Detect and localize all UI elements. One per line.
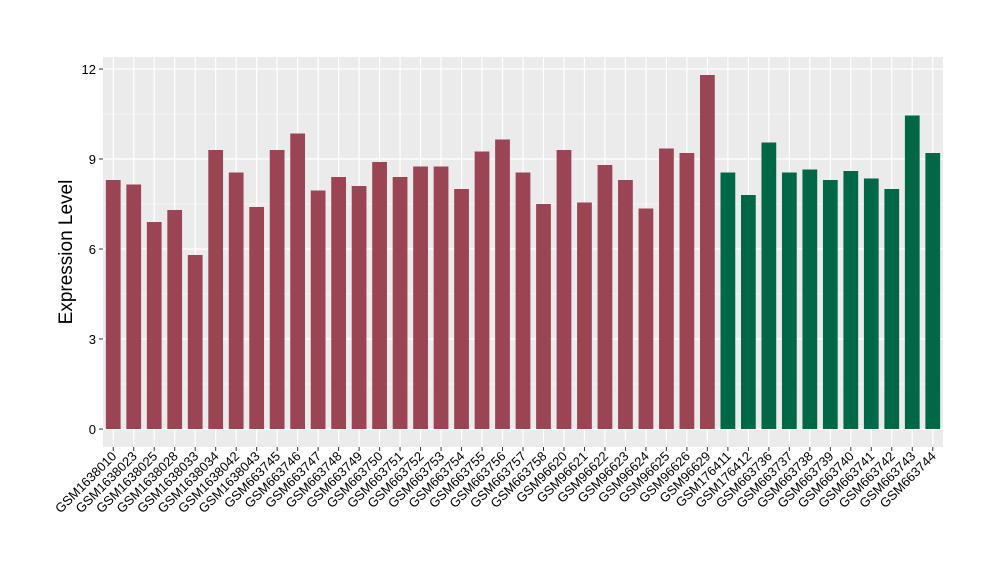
- bar-GSM663754: [454, 189, 469, 429]
- bar-GSM1638033: [187, 255, 203, 429]
- bar-GSM663752: [413, 166, 428, 429]
- bar-GSM663739: [822, 180, 838, 429]
- x-axis: GSM1638010GSM1638023GSM1638025GSM1638028…: [52, 447, 939, 516]
- y-tick-label: 3: [89, 332, 96, 347]
- bars-group: [105, 75, 941, 429]
- bar-GSM1638010: [105, 180, 121, 429]
- bar-GSM96625: [659, 148, 674, 429]
- y-axis: 0 3 6 9 12: [82, 62, 103, 437]
- bar-GSM96622: [597, 165, 613, 429]
- bar-GSM96621: [577, 202, 592, 429]
- y-axis-label: Expression Level: [56, 180, 77, 325]
- bar-GSM1638034: [208, 150, 224, 429]
- bar-GSM663743: [904, 115, 920, 429]
- bar-GSM663755: [474, 151, 490, 429]
- bar-GSM663746: [290, 133, 306, 429]
- bar-GSM663744: [925, 153, 941, 429]
- bar-GSM1638042: [228, 172, 244, 429]
- bar-GSM663748: [331, 177, 346, 429]
- bar-GSM663756: [495, 139, 510, 429]
- bar-GSM1638028: [167, 210, 183, 429]
- bar-GSM663737: [781, 172, 797, 429]
- bar-GSM96620: [556, 150, 572, 429]
- bar-GSM663751: [392, 177, 408, 429]
- bar-GSM96626: [679, 153, 695, 429]
- bar-GSM663750: [372, 162, 387, 429]
- bar-GSM1638043: [249, 207, 265, 429]
- bar-GSM663741: [863, 178, 879, 429]
- y-tick-label: 12: [82, 62, 96, 77]
- bar-GSM663758: [536, 204, 551, 429]
- bar-GSM663742: [884, 189, 900, 429]
- y-tick-label: 9: [89, 152, 96, 167]
- bar-GSM663745: [269, 150, 285, 429]
- y-tick-label: 6: [89, 242, 96, 257]
- bar-GSM663749: [351, 186, 367, 429]
- bar-GSM663736: [761, 142, 777, 429]
- bar-GSM663753: [433, 166, 449, 429]
- bar-GSM176411: [720, 172, 736, 429]
- bar-GSM1638025: [146, 222, 162, 429]
- bar-GSM663738: [802, 169, 818, 429]
- bar-GSM176412: [740, 195, 756, 429]
- bar-GSM663747: [310, 190, 326, 429]
- bar-GSM96629: [700, 75, 715, 429]
- y-tick-label: 0: [89, 422, 96, 437]
- bar-GSM96623: [618, 180, 633, 429]
- bar-GSM1638023: [126, 184, 142, 429]
- bar-GSM663757: [515, 172, 531, 429]
- bar-GSM96624: [638, 208, 654, 429]
- bar-GSM663740: [843, 171, 859, 429]
